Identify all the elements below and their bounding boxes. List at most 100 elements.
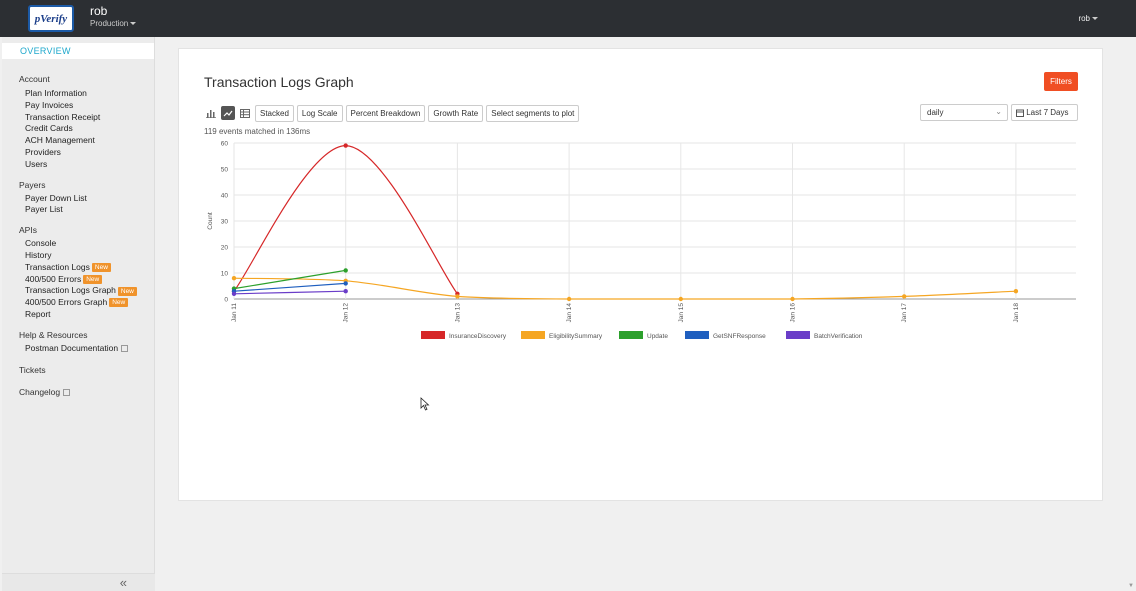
data-point-EligibilitySummary[interactable] [902, 294, 907, 299]
x-tick-label: Jan 18 [1013, 303, 1020, 323]
y-tick-label: 60 [221, 141, 229, 148]
sidebar-item-transaction-logs[interactable]: Transaction Logs New [2, 262, 154, 274]
x-tick-label: Jan 17 [901, 303, 908, 323]
series-line-EligibilitySummary [233, 277, 1016, 300]
payers-list: Payer Down List Payer List [2, 193, 154, 217]
page-title: Transaction Logs Graph [204, 74, 354, 90]
log-scale-button[interactable]: Log Scale [296, 104, 343, 122]
data-point-InsuranceDiscovery[interactable] [343, 143, 348, 148]
sidebar-item-plan-information[interactable]: Plan Information [25, 88, 87, 98]
legend-swatch-InsuranceDiscovery[interactable] [421, 331, 445, 339]
sidebar-item-pay-invoices[interactable]: Pay Invoices [25, 99, 74, 110]
sidebar-collapse-bar: « [2, 573, 155, 591]
sidebar-item-label: Postman Documentation [25, 342, 119, 353]
sidebar-item-credit-cards[interactable]: Credit Cards [25, 123, 73, 134]
account-name: rob [90, 4, 108, 18]
legend-label-EligibilitySummary[interactable]: EligibilitySummary [549, 333, 603, 340]
stacked-button[interactable]: Stacked [255, 104, 294, 122]
legend-swatch-BatchVerification[interactable] [786, 331, 810, 339]
y-tick-label: 30 [221, 219, 229, 226]
sidebar-item-changelog[interactable]: Changelog [2, 387, 154, 397]
select-segments-button[interactable]: Select segments to plot [486, 104, 580, 122]
collapse-sidebar-icon[interactable]: « [119, 575, 127, 590]
y-tick-label: 40 [221, 193, 229, 200]
chevron-down-icon [1092, 17, 1098, 21]
calendar-icon [1016, 109, 1024, 117]
y-tick-label: 10 [221, 271, 229, 278]
data-point-EligibilitySummary[interactable] [231, 276, 237, 281]
legend-label-InsuranceDiscovery[interactable]: InsuranceDiscovery [449, 333, 507, 340]
sidebar-item-400-500-errors[interactable]: 400/500 Errors New [2, 274, 154, 286]
period-select[interactable]: daily ⌄ [920, 104, 1008, 121]
sidebar-item-console[interactable]: Console [25, 238, 57, 249]
new-badge: New [91, 263, 111, 273]
data-point-EligibilitySummary[interactable] [1013, 289, 1019, 294]
transaction-logs-chart: 0 10 20 30 40 50 60 Jan 11 Jan 12 Jan 13 Jan 14 Jan… [207, 141, 1076, 340]
period-value: daily [927, 108, 944, 117]
data-point-GetSNFResponse[interactable] [343, 281, 348, 286]
sidebar-item-report[interactable]: Report [25, 308, 51, 319]
new-badge: New [109, 298, 129, 308]
legend-label-BatchVerification[interactable]: BatchVerification [814, 333, 863, 340]
data-point-EligibilitySummary[interactable] [678, 296, 683, 302]
data-point-EligibilitySummary[interactable] [790, 296, 795, 302]
sidebar-item-payer-down-list[interactable]: Payer Down List [25, 192, 87, 203]
sidebar-item-transaction-receipt[interactable]: Transaction Receipt [25, 111, 101, 122]
sidebar-item-payer-list[interactable]: Payer List [25, 204, 63, 215]
y-axis-label: Count [207, 212, 214, 230]
table-icon[interactable] [238, 106, 252, 120]
new-badge: New [83, 274, 103, 284]
data-point-BatchVerification[interactable] [231, 291, 237, 296]
date-range-label: Last 7 Days [1026, 108, 1069, 117]
sidebar-item-tickets[interactable]: Tickets [19, 364, 46, 375]
user-menu-label: rob [1078, 14, 1090, 23]
data-point-BatchVerification[interactable] [343, 289, 348, 294]
chevron-down-icon [130, 22, 137, 26]
sidebar-item-ach-management[interactable]: ACH Management [25, 135, 95, 146]
data-point-EligibilitySummary[interactable] [566, 296, 572, 302]
legend-swatch-Update[interactable] [619, 331, 643, 339]
data-point-EligibilitySummary[interactable] [455, 294, 460, 299]
legend-label-GetSNFResponse[interactable]: GetSNFResponse [713, 333, 766, 340]
x-tick-label: Jan 12 [343, 303, 350, 323]
sidebar-item-transaction-logs-graph[interactable]: Transaction Logs Graph New [2, 285, 154, 297]
environment-dropdown[interactable]: Production [90, 19, 137, 28]
sidebar-item-history[interactable]: History [25, 249, 52, 260]
account-switcher[interactable]: rob Production [90, 4, 137, 28]
environment-label: Production [90, 19, 129, 28]
sidebar-item-overview[interactable]: OVERVIEW [2, 43, 154, 59]
sidebar-item-label: Transaction Logs Graph [25, 285, 116, 296]
sidebar-item-400-500-errors-graph[interactable]: 400/500 Errors Graph New [2, 297, 154, 309]
x-tick-label: Jan 11 [231, 303, 238, 322]
filters-button[interactable]: Filters [1044, 72, 1078, 91]
series-line-BatchVerification [233, 290, 346, 295]
percent-breakdown-button[interactable]: Percent Breakdown [345, 104, 426, 122]
date-range-button[interactable]: Last 7 Days [1011, 104, 1078, 121]
account-list: Plan Information Pay Invoices Transactio… [2, 88, 154, 171]
line-chart-icon[interactable] [221, 106, 235, 120]
logo-text: pVerify [34, 12, 68, 25]
pverify-logo[interactable]: pVerify [28, 5, 74, 32]
sidebar-item-postman-documentation[interactable]: Postman Documentation [2, 343, 154, 355]
help-list: Postman Documentation [2, 343, 154, 355]
top-bar: pVerify rob Production rob [0, 0, 1136, 37]
sidebar-item-users[interactable]: Users [25, 158, 48, 169]
legend-swatch-GetSNFResponse[interactable] [685, 331, 709, 339]
mouse-cursor-icon [420, 397, 430, 411]
scroll-down-icon[interactable]: ▼ [1128, 583, 1134, 589]
user-menu[interactable]: rob [1078, 14, 1098, 23]
sidebar-item-label: 400/500 Errors Graph [25, 297, 108, 308]
section-payers: Payers [19, 179, 46, 190]
data-point-Update[interactable] [343, 268, 348, 273]
bar-chart-icon[interactable] [204, 106, 218, 120]
sidebar-item-providers[interactable]: Providers [25, 146, 61, 157]
x-tick-label: Jan 13 [454, 303, 461, 323]
legend-swatch-EligibilitySummary[interactable] [521, 331, 545, 339]
chevron-down-icon: ⌄ [995, 107, 1002, 116]
new-badge: New [117, 286, 137, 296]
legend-label-Update[interactable]: Update [647, 333, 668, 340]
x-tick-label: Jan 16 [790, 303, 797, 323]
sidebar-item-label: 400/500 Errors [25, 273, 82, 284]
series-line-GetSNFResponse [233, 282, 346, 292]
growth-rate-button[interactable]: Growth Rate [428, 104, 484, 122]
